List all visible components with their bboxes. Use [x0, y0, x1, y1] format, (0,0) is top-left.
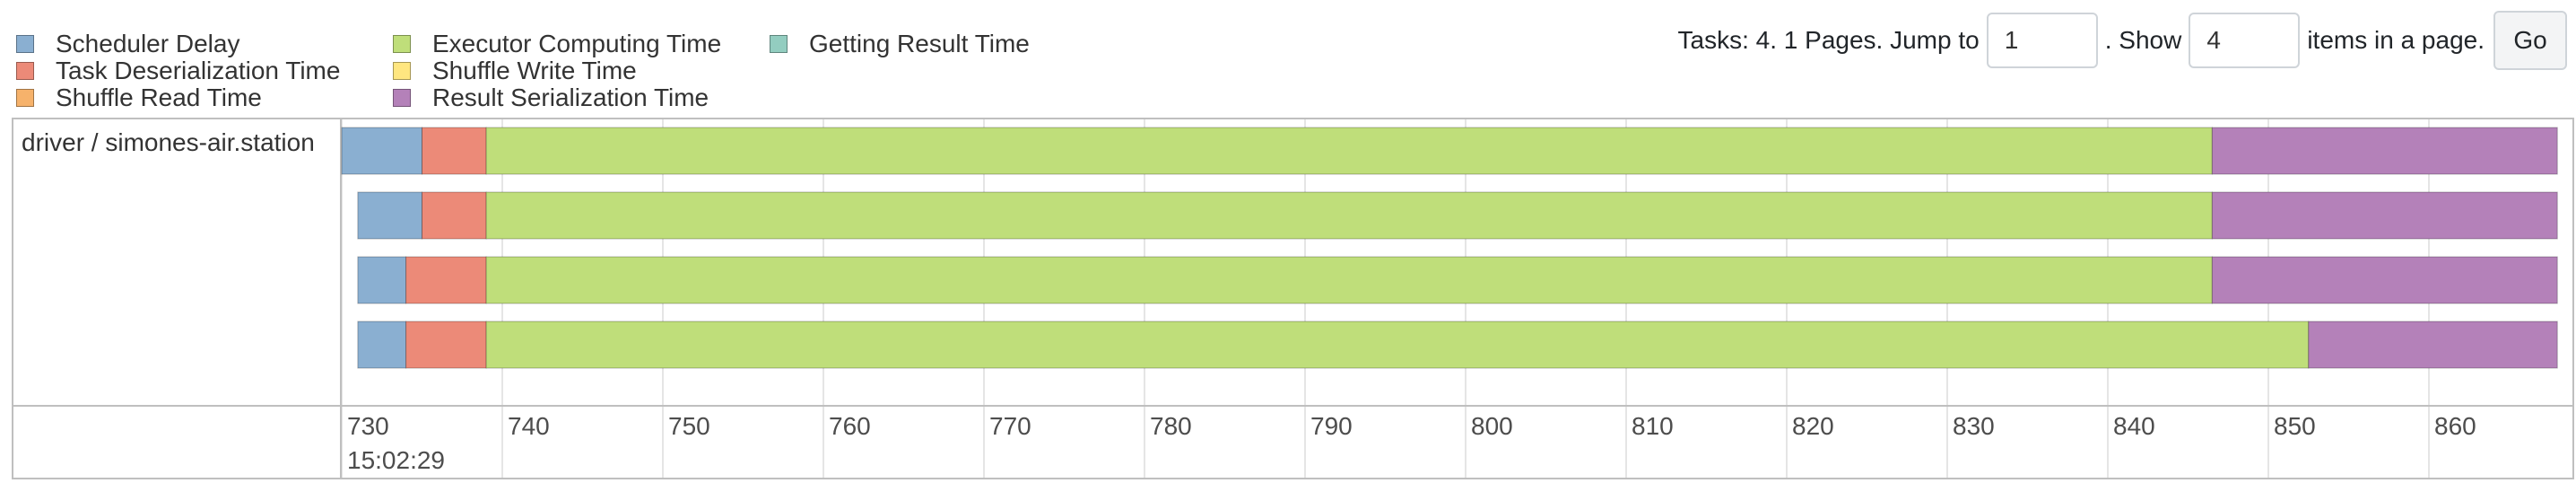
task-bar-1[interactable]: [341, 127, 2558, 175]
x-tick-label-830: 830: [1953, 412, 1995, 440]
page-size-input[interactable]: [2189, 13, 2301, 68]
segment-result-serialization-time: [2211, 127, 2558, 175]
x-axis-ticks: 730 15:02:29 740 750 760 770 780 790 800 810 820 83…: [347, 412, 2476, 474]
legend-swatch-shuffle-read: [16, 89, 34, 107]
show-label: . Show: [2104, 26, 2182, 54]
segment-task-deserialization-time: [405, 256, 487, 304]
x-tick-label-840: 840: [2113, 412, 2155, 440]
legend-label: Shuffle Write Time: [432, 57, 637, 84]
segment-executor-computing-time: [485, 256, 2213, 304]
x-tick-sublabel: 15:02:29: [347, 446, 445, 474]
segment-scheduler-delay: [357, 256, 407, 304]
task-bar-3[interactable]: [357, 256, 2558, 304]
segment-executor-computing-time: [485, 127, 2213, 175]
timeline-frame: [12, 118, 2574, 479]
x-tick-label-740: 740: [508, 412, 550, 440]
pagination-summary: Tasks: 4. 1 Pages. Jump to: [1677, 26, 1980, 54]
timeline-border: [12, 118, 2574, 479]
x-tick-label-850: 850: [2274, 412, 2316, 440]
segment-executor-computing-time: [485, 321, 2310, 369]
legend-swatch-executor-computing: [393, 35, 411, 53]
x-tick-label-790: 790: [1310, 412, 1353, 440]
go-button[interactable]: Go: [2493, 11, 2567, 70]
x-tick-label-730: 730: [347, 412, 389, 440]
legend-swatch-shuffle-write: [393, 62, 411, 80]
page-size-suffix: items in a page.: [2307, 26, 2485, 54]
segment-result-serialization-time: [2211, 256, 2558, 304]
x-tick-label-770: 770: [989, 412, 1031, 440]
legend-label: Task Deserialization Time: [56, 57, 341, 84]
segment-scheduler-delay: [357, 191, 422, 240]
task-pagination: Tasks: 4. 1 Pages. Jump to . Show items …: [1678, 11, 2567, 70]
legend-label: Getting Result Time: [809, 30, 1030, 57]
legend-swatch-scheduler-delay: [16, 35, 34, 53]
task-bar-2[interactable]: [357, 191, 2558, 240]
segment-scheduler-delay: [341, 127, 422, 175]
legend-label: Shuffle Read Time: [56, 83, 262, 111]
legend-label: Scheduler Delay: [56, 30, 240, 57]
legend-swatch-result-serialization: [393, 89, 411, 107]
timeline-group-label: driver / simones-air.station: [22, 128, 315, 156]
x-tick-label-760: 760: [829, 412, 871, 440]
legend-label: Result Serialization Time: [432, 83, 709, 111]
segment-result-serialization-time: [2308, 321, 2558, 369]
legend-swatch-task-deserialization: [16, 62, 34, 80]
x-tick-label-860: 860: [2434, 412, 2476, 440]
legend-swatch-getting-result: [770, 35, 788, 53]
task-bar-4[interactable]: [357, 321, 2558, 369]
x-tick-label-750: 750: [668, 412, 710, 440]
segment-task-deserialization-time: [422, 191, 487, 240]
segment-executor-computing-time: [485, 191, 2213, 240]
legend-label: Executor Computing Time: [432, 30, 722, 57]
x-tick-label-820: 820: [1792, 412, 1834, 440]
x-tick-label-810: 810: [1632, 412, 1674, 440]
x-tick-label-780: 780: [1150, 412, 1192, 440]
segment-scheduler-delay: [357, 321, 407, 369]
segment-task-deserialization-time: [405, 321, 487, 369]
segment-task-deserialization-time: [422, 127, 487, 175]
x-tick-label-800: 800: [1471, 412, 1513, 440]
segment-result-serialization-time: [2211, 191, 2558, 240]
page-number-input[interactable]: [1986, 13, 2098, 68]
task-bars: [341, 127, 2558, 369]
